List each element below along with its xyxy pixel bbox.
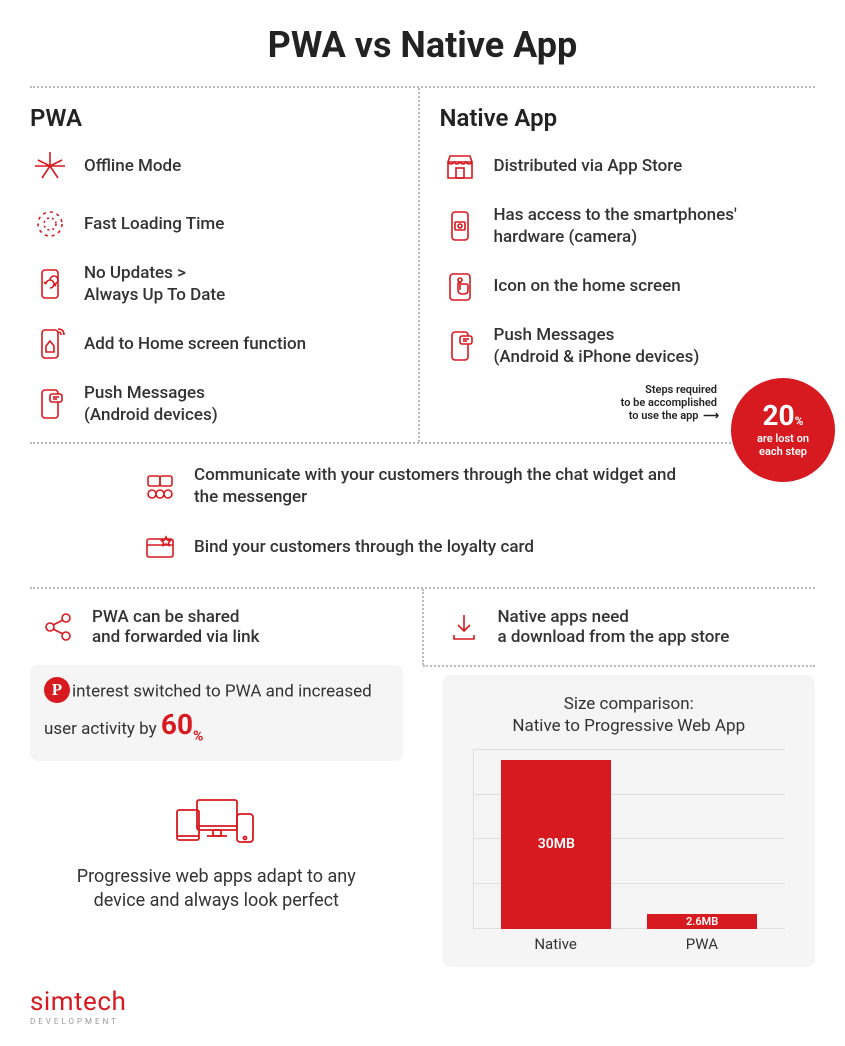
page-title: PWA vs Native App (30, 24, 815, 66)
share-row: PWA can be shared and forwarded via link… (30, 587, 815, 665)
chart-area: 30MB 2.6MB (473, 749, 786, 929)
feature-item: Add to Home screen function (30, 324, 398, 364)
devices-icon (50, 791, 383, 851)
feature-item: No Updates > Always Up To Date (30, 262, 398, 306)
download-icon (444, 607, 484, 647)
bottom-right: Size comparison: Native to Progressive W… (423, 665, 816, 967)
feature-label: Has access to the smartphones' hardware … (494, 204, 808, 248)
feature-label: Add to Home screen function (84, 333, 306, 355)
push-icon (440, 326, 480, 366)
camera-phone-icon (440, 206, 480, 246)
share-icon (38, 607, 78, 647)
refresh-phone-icon (30, 264, 70, 304)
touch-icon (440, 266, 480, 306)
pinterest-text: interest switched to PWA and increased u… (44, 681, 372, 739)
native-heading: Native App (440, 104, 808, 132)
feature-label: Offline Mode (84, 155, 181, 177)
chat-icon (140, 466, 180, 506)
push-icon (30, 384, 70, 424)
feature-label: Communicate with your customers through … (194, 464, 700, 508)
store-icon (440, 146, 480, 186)
steps-note: Steps required to be accomplished to use… (621, 383, 717, 423)
feature-item: Bind your customers through the loyalty … (140, 527, 700, 567)
airplane-icon (30, 146, 70, 186)
loss-stat-circle: 20% are lost on each step (731, 378, 835, 482)
native-column: Native App Distributed via App Store Has … (420, 88, 816, 442)
devices-block: Progressive web apps adapt to any device… (30, 791, 403, 914)
feature-label: Distributed via App Store (494, 155, 683, 177)
size-chart: Size comparison: Native to Progressive W… (443, 675, 816, 967)
chart-category-label: PWA (647, 935, 757, 953)
feature-item: Offline Mode (30, 146, 398, 186)
pinterest-stat: Pinterest switched to PWA and increased … (30, 665, 403, 761)
pwa-share-text: PWA can be shared and forwarded via link (92, 607, 260, 647)
feature-label: Icon on the home screen (494, 275, 681, 297)
comparison-row: PWA Offline Mode Fast Loading Time No Upda… (30, 88, 815, 444)
pinterest-icon: P (44, 677, 70, 703)
chart-bar: 30MB (501, 760, 611, 929)
chart-title: Size comparison: Native to Progressive W… (473, 693, 786, 737)
bottom-row: Pinterest switched to PWA and increased … (30, 665, 815, 967)
pwa-column: PWA Offline Mode Fast Loading Time No Upda… (30, 88, 420, 442)
feature-label: No Updates > Always Up To Date (84, 262, 225, 306)
devices-text: Progressive web apps adapt to any device… (50, 865, 383, 914)
brand-logo: simtech DEVELOPMENT (30, 987, 815, 1026)
pwa-heading: PWA (30, 104, 398, 132)
feature-item: Has access to the smartphones' hardware … (440, 204, 808, 248)
feature-label: Bind your customers through the loyalty … (194, 536, 534, 558)
pwa-share-cell: PWA can be shared and forwarded via link (30, 589, 424, 665)
feature-item: Distributed via App Store (440, 146, 808, 186)
feature-item: Communicate with your customers through … (140, 464, 700, 508)
shared-features: Communicate with your customers through … (30, 444, 815, 586)
native-download-cell: Native apps need a download from the app… (424, 589, 816, 665)
chart-labels: Native PWA (473, 929, 786, 953)
chart-bar: 2.6MB (647, 914, 757, 929)
feature-label: Push Messages (Android devices) (84, 382, 218, 426)
feature-item: Fast Loading Time (30, 204, 398, 244)
home-phone-icon (30, 324, 70, 364)
feature-label: Fast Loading Time (84, 213, 224, 235)
chart-category-label: Native (501, 935, 611, 953)
loyalty-icon (140, 527, 180, 567)
feature-label: Push Messages (Android & iPhone devices) (494, 324, 700, 368)
native-download-text: Native apps need a download from the app… (498, 607, 730, 647)
feature-item: Push Messages (Android & iPhone devices) (440, 324, 808, 368)
bottom-left: Pinterest switched to PWA and increased … (30, 665, 423, 967)
loading-icon (30, 204, 70, 244)
feature-item: Push Messages (Android devices) (30, 382, 398, 426)
feature-item: Icon on the home screen (440, 266, 808, 306)
